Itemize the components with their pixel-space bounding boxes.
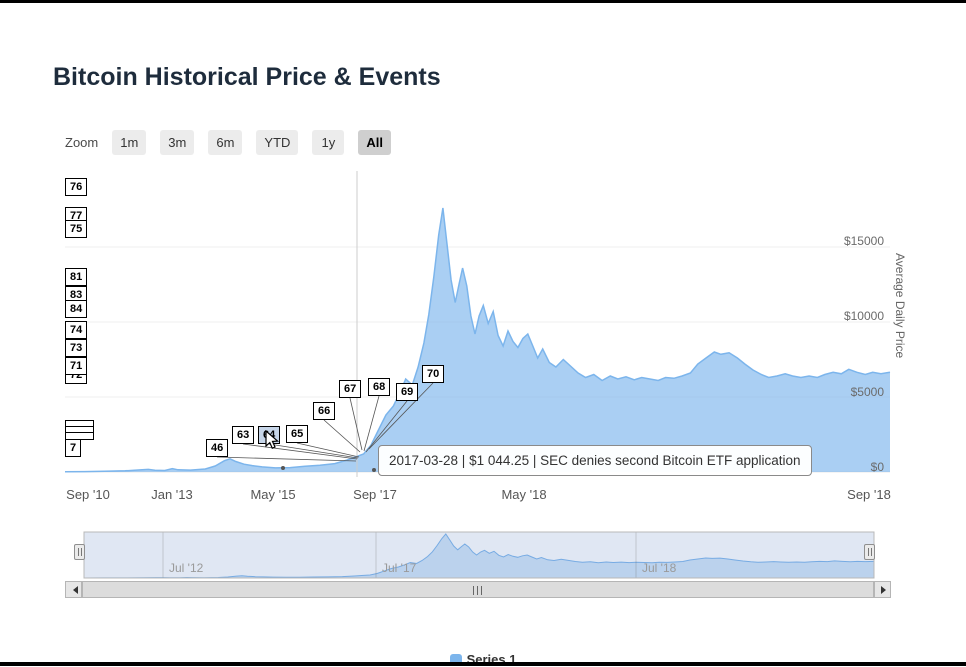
event-flag-75[interactable]: 75 <box>65 220 88 238</box>
range-button-3m[interactable]: 3m <box>160 130 195 155</box>
right-arrow-icon <box>881 586 890 594</box>
page-title: Bitcoin Historical Price & Events <box>53 62 441 91</box>
scrollbar-left-arrow-button[interactable] <box>65 581 82 598</box>
event-flag-71[interactable]: 71 <box>65 357 88 375</box>
scrollbar-grip-icon <box>473 586 483 595</box>
ytick-15000: $15000 <box>843 234 884 248</box>
top-black-bar <box>0 0 966 3</box>
flag-anchor-dot <box>372 468 376 472</box>
event-flag-46[interactable]: 46 <box>206 439 229 457</box>
range-button-ytd[interactable]: YTD <box>256 130 299 155</box>
event-flag-68[interactable]: 68 <box>368 378 391 396</box>
ytick-5000: $5000 <box>850 385 884 399</box>
xtick-jan13: Jan '13 <box>151 487 193 502</box>
range-selector: Zoom 1m 3m 6m YTD 1y All <box>65 130 392 155</box>
navigator-handle-right[interactable] <box>864 544 875 560</box>
navigator-label-jul17: Jul '17 <box>382 561 417 575</box>
navigator-handle-left[interactable] <box>74 544 85 560</box>
xtick-sep17: Sep '17 <box>353 487 397 502</box>
zoom-label: Zoom <box>65 135 99 150</box>
navigator-label-jul12: Jul '12 <box>169 561 204 575</box>
flag-anchor-dot <box>281 466 285 470</box>
y-gridlines <box>65 246 890 473</box>
ytick-0: $0 <box>870 460 884 474</box>
event-flag-69[interactable]: 69 <box>396 383 419 401</box>
xtick-may15: May '15 <box>250 487 296 502</box>
scrollbar-right-arrow-button[interactable] <box>874 581 891 598</box>
left-arrow-icon <box>69 586 78 594</box>
navigator-label-jul18: Jul '18 <box>642 561 677 575</box>
event-flag-65[interactable]: 65 <box>286 425 309 443</box>
event-flag-63[interactable]: 63 <box>232 426 255 444</box>
event-flag-84[interactable]: 84 <box>65 300 88 318</box>
range-button-6m[interactable]: 6m <box>208 130 243 155</box>
price-line <box>64 207 891 473</box>
event-flag-81[interactable]: 81 <box>65 268 88 286</box>
event-flag-73[interactable]: 73 <box>65 339 88 357</box>
ytick-10000: $10000 <box>843 309 884 323</box>
event-flag-67[interactable]: 67 <box>339 380 362 398</box>
range-button-all[interactable]: All <box>358 130 392 155</box>
range-button-1m[interactable]: 1m <box>112 130 147 155</box>
scrollbar[interactable] <box>65 581 891 598</box>
range-button-1y[interactable]: 1y <box>312 130 345 155</box>
price-area-series <box>65 208 890 472</box>
xtick-sep18: Sep '18 <box>847 487 891 502</box>
event-flag-7[interactable]: 7 <box>65 439 82 457</box>
xtick-may18: May '18 <box>501 487 547 502</box>
tooltip: 2017-03-28 | $1 044.25 | SEC denies seco… <box>378 445 812 476</box>
scrollbar-thumb[interactable] <box>82 581 874 598</box>
event-flag-64[interactable]: 64 <box>258 426 281 444</box>
event-flag-74[interactable]: 74 <box>65 321 88 339</box>
y-axis-title: Average Daily Price <box>893 253 907 359</box>
event-flag-76[interactable]: 76 <box>65 178 88 196</box>
event-flag-70[interactable]: 70 <box>422 365 445 383</box>
xtick-sep10: Sep '10 <box>66 487 110 502</box>
bottom-black-bar <box>0 662 966 666</box>
event-flag-66[interactable]: 66 <box>313 402 336 420</box>
